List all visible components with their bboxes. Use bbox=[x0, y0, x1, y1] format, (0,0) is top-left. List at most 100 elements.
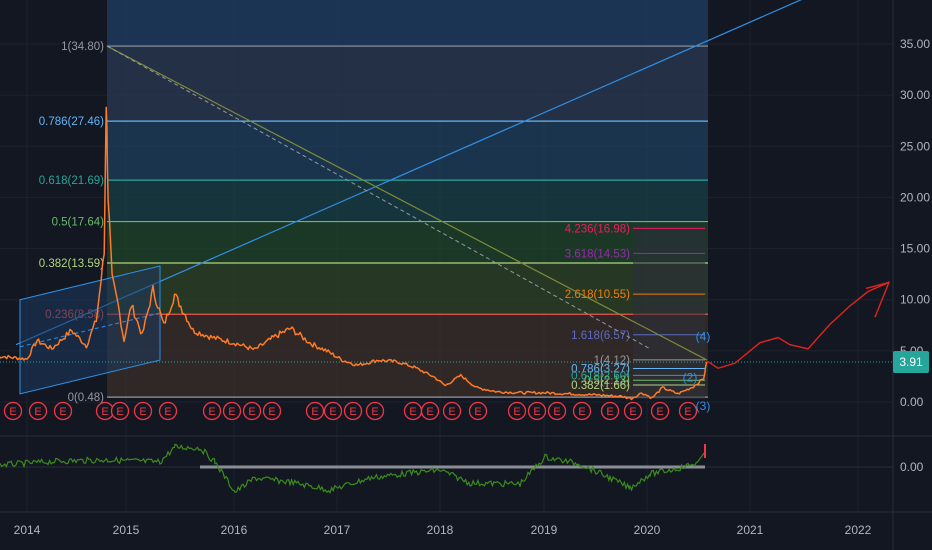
earnings-marker-label: E bbox=[409, 406, 416, 418]
time-axis[interactable]: 2014 2015 2016 2017 2018 2019 2020 2021 2022 bbox=[14, 523, 872, 537]
fib-zone bbox=[107, 314, 708, 398]
fib-zone bbox=[107, 221, 708, 263]
earnings-marker[interactable]: E bbox=[3, 401, 23, 421]
earnings-marker-circle bbox=[623, 401, 643, 421]
earnings-marker-circle bbox=[158, 401, 178, 421]
earnings-marker[interactable]: E bbox=[420, 401, 440, 421]
fib-extension-label: 0.5(2.13) bbox=[584, 375, 630, 387]
earnings-marker-label: E bbox=[474, 406, 481, 418]
time-tick-label: 2015 bbox=[113, 523, 140, 537]
earnings-marker-label: E bbox=[101, 406, 108, 418]
current-price-value: 3.91 bbox=[899, 355, 923, 369]
earnings-marker-circle bbox=[28, 401, 48, 421]
earnings-marker-label: E bbox=[629, 406, 636, 418]
earnings-marker[interactable]: E bbox=[623, 401, 643, 421]
earnings-marker[interactable]: E bbox=[262, 401, 282, 421]
earnings-marker[interactable]: E bbox=[53, 401, 73, 421]
earnings-marker-label: E bbox=[656, 406, 663, 418]
price-axis[interactable]: 35.0030.0025.0020.0015.0010.005.000.000.… bbox=[900, 37, 930, 474]
earnings-marker-circle bbox=[242, 401, 262, 421]
fib-zone bbox=[107, 121, 708, 181]
earnings-marker-label: E bbox=[311, 406, 318, 418]
earnings-marker[interactable]: E bbox=[305, 401, 325, 421]
earnings-marker[interactable]: E bbox=[600, 401, 620, 421]
earnings-marker[interactable]: E bbox=[547, 401, 567, 421]
channel-midline bbox=[19, 312, 161, 348]
earnings-marker[interactable]: E bbox=[403, 401, 423, 421]
fib-zone bbox=[107, 46, 708, 122]
price-tick-label: 30.00 bbox=[900, 88, 930, 102]
earnings-marker-label: E bbox=[208, 406, 215, 418]
earnings-marker-label: E bbox=[228, 406, 235, 418]
axes: 35.0030.0025.0020.0015.0010.005.000.000.… bbox=[14, 37, 931, 537]
earnings-marker[interactable]: E bbox=[158, 401, 178, 421]
earnings-marker[interactable]: E bbox=[222, 401, 242, 421]
fib-extension-label: 1(4.12) bbox=[594, 355, 631, 367]
price-tick-label: 25.00 bbox=[900, 139, 930, 153]
fib-extension-label: 0.786(3.27) bbox=[571, 364, 630, 376]
time-tick-label: 2017 bbox=[324, 523, 351, 537]
fib-level-label: 0.382(13.59) bbox=[39, 258, 104, 270]
earnings-marker-label: E bbox=[139, 406, 146, 418]
earnings-marker-label: E bbox=[606, 406, 613, 418]
earnings-marker[interactable]: E bbox=[650, 401, 670, 421]
earnings-marker[interactable]: E bbox=[572, 401, 592, 421]
earnings-marker-label: E bbox=[349, 406, 356, 418]
earnings-marker-circle bbox=[305, 401, 325, 421]
earnings-marker[interactable]: E bbox=[468, 401, 488, 421]
fib-extension-label: 1.618(6.57) bbox=[571, 330, 630, 342]
price-tick-label: 10.00 bbox=[900, 293, 930, 307]
earnings-marker-label: E bbox=[59, 406, 66, 418]
earnings-marker-label: E bbox=[248, 406, 255, 418]
earnings-marker-label: E bbox=[329, 406, 336, 418]
earnings-marker-circle bbox=[202, 401, 222, 421]
earnings-marker-label: E bbox=[513, 406, 520, 418]
projection-path bbox=[706, 281, 890, 370]
earnings-marker-label: E bbox=[448, 406, 455, 418]
earnings-marker-circle bbox=[3, 401, 23, 421]
earnings-marker-circle bbox=[572, 401, 592, 421]
earnings-marker[interactable]: E bbox=[527, 401, 547, 421]
fib-extension-label: 4.236(16.98) bbox=[565, 223, 630, 235]
earnings-marker[interactable]: E bbox=[343, 401, 363, 421]
earnings-marker[interactable]: E bbox=[202, 401, 222, 421]
price-tick-label: 0.00 bbox=[900, 395, 924, 409]
fib-extension-label: 0.382(1.66) bbox=[571, 380, 630, 392]
earnings-marker[interactable]: E bbox=[442, 401, 462, 421]
earnings-marker[interactable]: E bbox=[678, 401, 698, 421]
earnings-marker-circle bbox=[468, 401, 488, 421]
fib-extension-label: 2.618(10.55) bbox=[565, 289, 630, 301]
fib-zone-top bbox=[107, 0, 708, 47]
price-tick-label: 20.00 bbox=[900, 190, 930, 204]
earnings-marker[interactable]: E bbox=[110, 401, 130, 421]
price-series bbox=[0, 106, 708, 401]
earnings-marker-circle bbox=[110, 401, 130, 421]
earnings-marker-circle bbox=[222, 401, 242, 421]
current-price-badge-bg bbox=[893, 351, 929, 374]
earnings-marker-circle bbox=[442, 401, 462, 421]
fib-trend-line bbox=[106, 45, 708, 361]
earnings-marker[interactable]: E bbox=[133, 401, 153, 421]
earnings-marker[interactable]: E bbox=[365, 401, 385, 421]
fib-level-label: 0.5(17.64) bbox=[52, 217, 105, 229]
time-tick-label: 2021 bbox=[737, 523, 764, 537]
earnings-marker[interactable]: E bbox=[28, 401, 48, 421]
indicator-tick-label: 0.00 bbox=[900, 460, 924, 474]
time-tick-label: 2018 bbox=[427, 523, 454, 537]
earnings-marker[interactable]: E bbox=[323, 401, 343, 421]
trend-drawings bbox=[0, 0, 893, 395]
earnings-marker[interactable]: E bbox=[507, 401, 527, 421]
earnings-marker[interactable]: E bbox=[242, 401, 262, 421]
earnings-marker-circle bbox=[547, 401, 567, 421]
wave-label: (2) bbox=[683, 371, 698, 385]
time-tick-label: 2022 bbox=[845, 523, 872, 537]
price-line bbox=[0, 106, 708, 401]
wave-label: (4) bbox=[696, 330, 711, 344]
price-tick-label: 35.00 bbox=[900, 37, 930, 51]
earnings-marker-label: E bbox=[426, 406, 433, 418]
earnings-marker-circle bbox=[133, 401, 153, 421]
earnings-marker-label: E bbox=[268, 406, 275, 418]
fib-level-label: 0.618(21.69) bbox=[39, 175, 104, 187]
